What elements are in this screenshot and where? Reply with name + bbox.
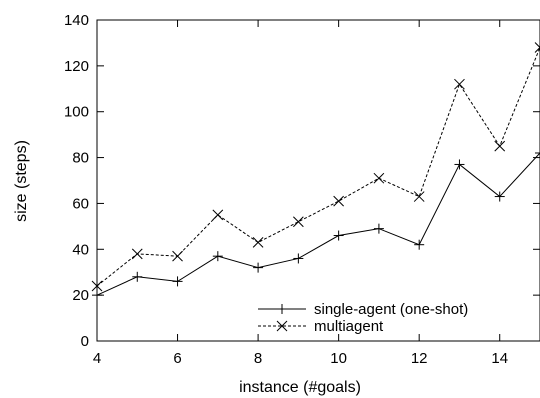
cross-stroke: [373, 172, 385, 184]
legend-marker-0: [277, 304, 287, 314]
cross-stroke: [413, 191, 425, 202]
cross-stroke: [333, 195, 344, 207]
series-1-point: [293, 216, 304, 228]
x-tick-label: 8: [254, 350, 262, 367]
y-tick-label: 40: [72, 241, 89, 258]
series-0-point: [414, 239, 425, 250]
legend-label-0: single-agent (one-shot): [314, 301, 468, 318]
series-1-point: [131, 248, 143, 260]
x-tick-label: 12: [411, 350, 428, 367]
series-0-point: [132, 271, 143, 282]
series-1-point: [172, 250, 183, 262]
cross-stroke: [172, 250, 183, 262]
cross-stroke: [534, 46, 540, 53]
series-1-point: [413, 191, 425, 202]
plot-frame: [96, 19, 540, 342]
cross-stroke: [494, 140, 506, 152]
x-tick-label: 4: [93, 350, 101, 367]
series-lines: [96, 47, 540, 296]
series-line-0: [96, 152, 540, 296]
x-tick-label: 14: [491, 350, 508, 367]
series-0-point: [172, 276, 183, 287]
y-tick-label: 120: [64, 58, 89, 75]
y-tick-label: 80: [72, 150, 89, 167]
cross-stroke: [534, 42, 540, 49]
series-1-point: [494, 140, 506, 152]
series-0-point: [333, 230, 344, 241]
series-0-point: [253, 262, 264, 273]
series-0-point: [373, 223, 384, 234]
series-0-point: [535, 147, 540, 158]
series-0-point: [494, 191, 505, 202]
legend: single-agent (one-shot)multiagent: [258, 301, 468, 335]
cross-stroke: [252, 237, 264, 248]
y-tick-label: 0: [81, 333, 89, 350]
y-tick-label: 100: [64, 104, 89, 121]
series-1-point: [454, 78, 465, 90]
y-tick-label: 60: [72, 195, 89, 212]
series-0-point: [212, 251, 223, 262]
series-line-1: [96, 47, 540, 287]
legend-label-1: multiagent: [314, 318, 384, 335]
axis-ticks: 0 20 40 60 80 100 120 140 4 6 8 10 12 14: [64, 12, 540, 367]
series-1-point: [212, 209, 224, 221]
series-0-point: [293, 253, 304, 264]
series-1-point: [252, 237, 264, 248]
series-0-point: [454, 159, 465, 170]
x-tick-label: 6: [173, 350, 181, 367]
y-tick-label: 20: [72, 287, 89, 304]
series-1-point: [333, 195, 344, 207]
x-tick-label: 10: [330, 350, 347, 367]
series-markers: [91, 42, 540, 301]
cross-stroke: [293, 216, 304, 228]
cross-stroke: [454, 78, 465, 90]
cross-stroke: [212, 209, 224, 221]
y-tick-label: 140: [64, 12, 89, 29]
series-1-point: [534, 42, 540, 53]
series-1-point: [373, 172, 385, 184]
cross-stroke: [131, 248, 143, 260]
x-axis-title: instance (#goals): [239, 379, 361, 396]
cross-stroke: [276, 320, 288, 332]
legend-marker-1: [276, 320, 288, 332]
y-axis-title: size (steps): [13, 140, 30, 222]
